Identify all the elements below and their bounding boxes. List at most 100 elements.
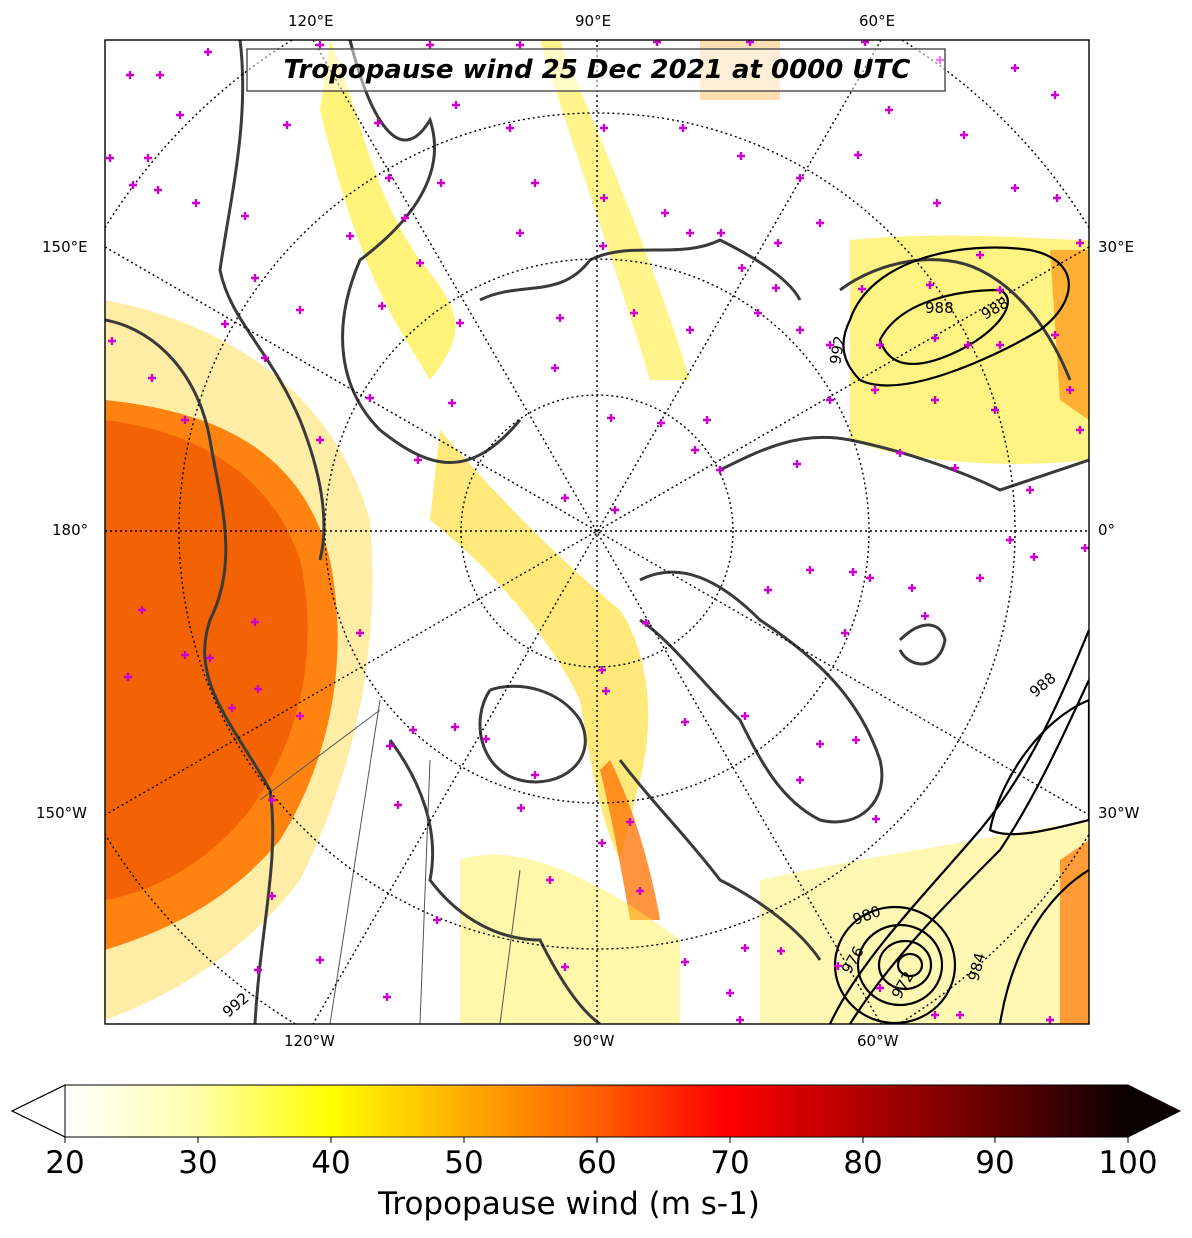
- station-marker: [374, 119, 382, 127]
- station-marker: [268, 892, 276, 900]
- station-marker: [926, 281, 934, 289]
- title-box: [246, 48, 946, 92]
- station-marker: [951, 464, 959, 472]
- station-marker: [681, 958, 689, 966]
- station-marker: [181, 651, 189, 659]
- station-marker: [241, 212, 249, 220]
- station-marker: [826, 396, 834, 404]
- station-marker: [426, 41, 434, 49]
- colorbar-tick: 30: [178, 1145, 218, 1181]
- station-marker: [777, 947, 785, 955]
- station-marker: [451, 723, 459, 731]
- station-marker: [482, 735, 490, 743]
- station-marker: [283, 121, 291, 129]
- station-marker: [661, 209, 669, 217]
- station-marker: [866, 574, 874, 582]
- station-marker: [1081, 544, 1089, 552]
- station-marker: [516, 229, 524, 237]
- station-marker: [1053, 194, 1061, 202]
- station-marker: [251, 618, 259, 626]
- station-marker: [598, 666, 606, 674]
- station-marker: [933, 199, 941, 207]
- station-marker: [764, 586, 772, 594]
- station-markers: [106, 40, 1089, 1024]
- station-marker: [686, 229, 694, 237]
- station-marker: [600, 124, 608, 132]
- lon-label-top: 60°E: [859, 12, 896, 30]
- station-marker: [556, 314, 564, 322]
- contour-label: 988: [925, 299, 954, 317]
- station-marker: [531, 179, 539, 187]
- station-marker: [385, 174, 393, 182]
- station-marker: [1011, 184, 1019, 192]
- station-marker: [871, 386, 879, 394]
- station-marker: [366, 394, 374, 402]
- colorbar-tick: 100: [1098, 1145, 1158, 1181]
- station-marker: [931, 334, 939, 342]
- station-marker: [356, 629, 364, 637]
- station-marker: [517, 804, 525, 812]
- station-marker: [931, 396, 939, 404]
- station-marker: [796, 174, 804, 182]
- station-marker: [394, 801, 402, 809]
- station-marker: [896, 449, 904, 457]
- station-marker: [452, 101, 460, 109]
- lon-label-right: 30°W: [1098, 804, 1140, 822]
- station-marker: [129, 181, 137, 189]
- station-marker: [106, 154, 114, 162]
- station-marker: [416, 259, 424, 267]
- colorbar: [10, 1084, 1182, 1143]
- station-marker: [1026, 486, 1034, 494]
- station-marker: [1006, 536, 1014, 544]
- station-marker: [826, 341, 834, 349]
- contour-label: 992: [826, 334, 849, 365]
- station-marker: [976, 251, 984, 259]
- station-marker: [630, 309, 638, 317]
- station-marker: [546, 876, 554, 884]
- station-marker: [876, 341, 884, 349]
- station-marker: [849, 568, 857, 576]
- station-marker: [346, 232, 354, 240]
- station-marker: [657, 419, 665, 427]
- station-marker: [386, 742, 394, 750]
- station-marker: [316, 956, 324, 964]
- station-marker: [599, 242, 607, 250]
- station-marker: [717, 229, 725, 237]
- station-marker: [772, 284, 780, 292]
- station-marker: [600, 194, 608, 202]
- station-marker: [726, 989, 734, 997]
- station-marker: [716, 466, 724, 474]
- station-marker: [126, 71, 134, 79]
- lon-label-bottom: 60°W: [857, 1032, 899, 1050]
- map-title: Tropopause wind 25 Dec 2021 at 0000 UTC: [284, 55, 911, 85]
- station-marker: [409, 726, 417, 734]
- station-marker: [876, 984, 884, 992]
- station-marker: [858, 285, 866, 293]
- station-marker: [841, 629, 849, 637]
- station-marker: [316, 436, 324, 444]
- station-marker: [206, 654, 214, 662]
- station-marker: [551, 364, 559, 372]
- station-marker: [754, 309, 762, 317]
- station-marker: [1076, 426, 1084, 434]
- station-marker: [681, 718, 689, 726]
- station-marker: [1051, 91, 1059, 99]
- station-marker: [816, 740, 824, 748]
- station-marker: [108, 337, 116, 345]
- station-marker: [296, 712, 304, 720]
- lon-label-left: 150°E: [42, 238, 88, 256]
- lon-label-bottom: 90°W: [573, 1032, 615, 1050]
- map-frame: [104, 39, 1090, 1025]
- lon-label-bottom: 120°W: [284, 1032, 335, 1050]
- station-marker: [703, 416, 711, 424]
- station-marker: [401, 214, 409, 222]
- station-marker: [996, 341, 1004, 349]
- colorbar-tick: 70: [710, 1145, 750, 1181]
- station-marker: [996, 286, 1004, 294]
- station-marker: [316, 41, 324, 49]
- station-marker: [976, 574, 984, 582]
- station-marker: [531, 771, 539, 779]
- station-marker: [296, 306, 304, 314]
- station-marker: [204, 48, 212, 56]
- station-marker: [834, 962, 842, 970]
